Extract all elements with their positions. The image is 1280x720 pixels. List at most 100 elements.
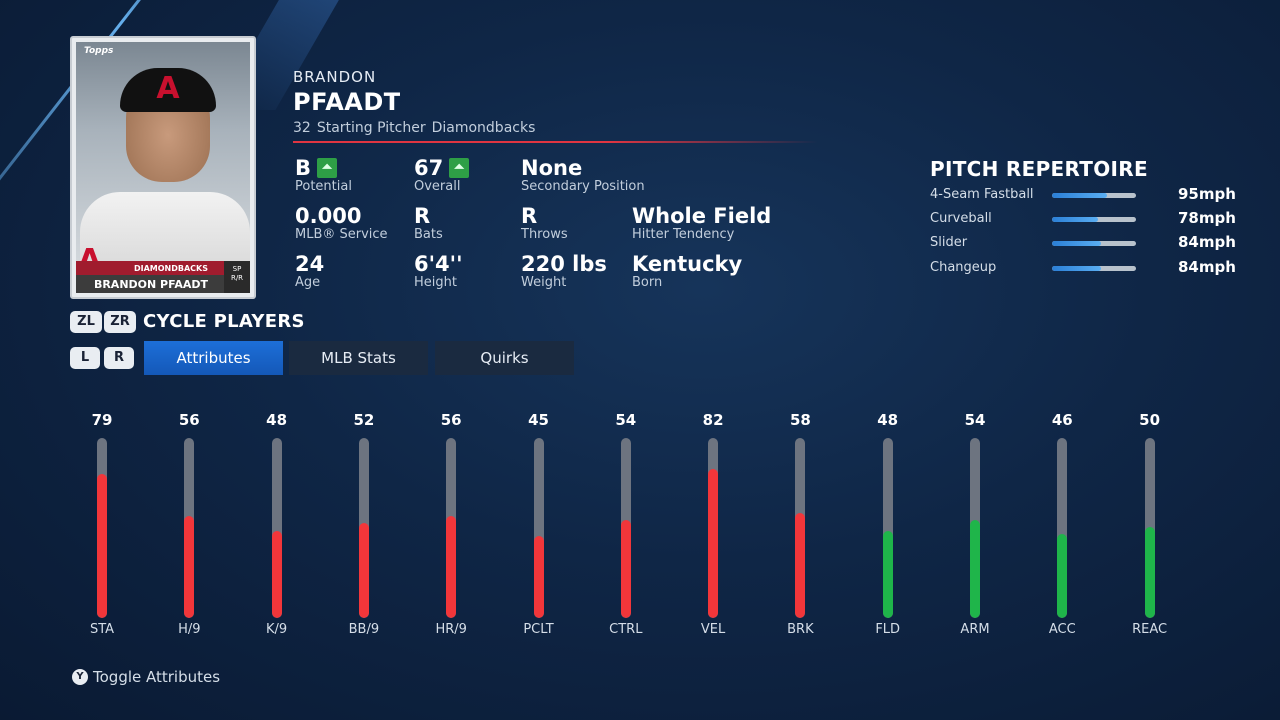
pitch-meter-fill [1052,266,1101,271]
r-button[interactable]: R [104,347,134,369]
card-name-bar: BRANDON PFAADT [76,275,226,293]
tab-mlb-stats[interactable]: MLB Stats [289,341,428,375]
attribute-bar-track [1057,438,1068,618]
attribute-bar-track [708,438,719,618]
y-button-icon[interactable]: Y [72,669,88,685]
pitch-meter [1052,241,1136,246]
attribute-label: HR/9 [435,622,467,637]
info-potential: B ⏶ Potential [295,156,352,194]
info-age: 24 Age [295,252,324,290]
attribute-bar-track [358,438,369,618]
attribute-bar-track [97,438,107,618]
player-last-name: PFAADT [293,88,401,116]
pitch-row: 4-Seam Fastball 95mph [930,185,1236,205]
attribute-ctrl: 54 CTRL [596,408,656,640]
attribute-h-9: 56 H/9 [159,408,219,640]
info-height: 6'4'' Height [414,252,463,290]
attribute-bar-fill [882,531,893,618]
attribute-reac: 50 REAC [1120,408,1180,640]
attribute-value: 48 [266,411,288,429]
attribute-label: BRK [787,622,814,637]
toggle-attributes-label[interactable]: Toggle Attributes [93,668,221,686]
zl-button[interactable]: ZL [70,311,102,333]
attribute-label: K/9 [266,622,288,637]
pitch-name: Changeup [930,260,997,275]
trend-up-icon: ⏶ [449,158,470,178]
attribute-k-9: 48 K/9 [247,408,307,640]
attribute-arm: 54 ARM [945,408,1005,640]
tab-attributes[interactable]: Attributes [144,341,283,375]
age-value: 24 [295,252,325,276]
attribute-bar-track [446,438,457,618]
pitch-name: 4-Seam Fastball [930,187,1034,202]
attribute-bar-fill [620,520,631,618]
attribute-value: 48 [877,411,899,429]
pitch-row: Changeup 84mph [930,258,1236,278]
player-team: Diamondbacks [431,120,536,136]
attribute-bar-track [795,438,806,618]
throws-value: R [521,204,538,228]
attribute-value: 56 [178,411,200,429]
attribute-bar-track [184,438,195,618]
info-secondary-position: None Secondary Position [521,156,645,194]
attribute-value: 54 [615,411,637,429]
weight-value: 220 lbs [521,252,607,276]
attribute-bb-9: 52 BB/9 [334,408,394,640]
attribute-label: STA [89,622,115,637]
attribute-label: REAC [1132,622,1168,637]
l-button[interactable]: L [70,347,100,369]
card-bats-throws: R/R [230,274,244,282]
info-hitter-tendency: Whole Field Hitter Tendency [632,204,771,242]
info-weight: 220 lbs Weight [521,252,607,290]
attribute-value: 50 [1139,411,1161,429]
hitter-tendency-value: Whole Field [632,204,772,228]
bats-value: R [414,204,431,228]
pitch-meter-fill [1052,217,1099,222]
pitch-speed: 84mph [1178,233,1236,251]
throws-label: Throws [521,227,568,242]
pitch-repertoire-title: PITCH REPERTOIRE [930,157,1148,181]
bats-label: Bats [414,227,443,242]
zr-button[interactable]: ZR [104,311,136,333]
info-service: 0.000 MLB® Service [295,204,388,242]
attribute-bar-fill [184,516,195,618]
trend-up-icon: ⏶ [317,158,338,178]
attribute-label: ARM [960,622,990,637]
tab-quirks[interactable]: Quirks [435,341,574,375]
attribute-brk: 58 BRK [770,408,830,640]
attribute-bar-fill [1144,527,1155,618]
card-position: SP [232,265,242,273]
player-role: Starting Pitcher [316,120,426,136]
pitch-speed: 78mph [1178,209,1236,227]
attribute-bar-fill [1057,534,1068,618]
attribute-value: 45 [528,411,549,429]
pitch-name: Slider [930,235,968,250]
attribute-sta: 79 STA [72,408,132,640]
topps-logo: Topps [84,46,114,56]
pitch-row: Curveball 78mph [930,209,1236,229]
attribute-value: 46 [1051,411,1073,429]
player-photo: A [76,42,250,272]
attribute-value: 58 [789,411,811,429]
attribute-bar-track [620,438,631,618]
info-throws: R Throws [521,204,568,242]
cycle-players-label: CYCLE PLAYERS [143,311,305,332]
attribute-acc: 46 ACC [1032,408,1092,640]
attribute-bar-fill [271,531,282,618]
pitch-speed: 84mph [1178,258,1236,276]
pitch-meter-fill [1052,193,1107,198]
attribute-bar-fill [533,536,544,618]
attribute-value: 54 [964,411,986,429]
attribute-hr-9: 56 HR/9 [421,408,481,640]
attribute-value: 52 [353,411,375,429]
player-number: 32 [293,120,311,136]
attribute-pclt: 45 PCLT [509,408,569,640]
overall-label: Overall [414,179,461,194]
pitch-meter [1052,217,1136,222]
height-value: 6'4'' [414,252,463,276]
attribute-value: 56 [440,411,462,429]
overall-value: 67 [414,156,444,180]
potential-value: B [295,156,312,180]
attribute-bar-track [533,438,544,618]
hitter-tendency-label: Hitter Tendency [632,227,735,242]
